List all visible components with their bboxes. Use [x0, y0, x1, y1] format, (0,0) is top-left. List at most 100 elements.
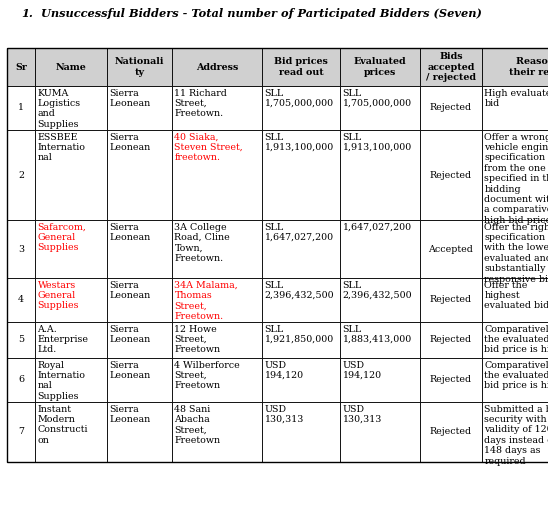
- Text: Sr: Sr: [15, 62, 27, 72]
- Text: Submitted a bid
security with
validity of 120
days instead of
148 days as
requir: Submitted a bid security with validity o…: [484, 405, 548, 466]
- Text: SLL
1,913,100,000: SLL 1,913,100,000: [342, 132, 412, 152]
- Bar: [107, 322, 172, 358]
- Bar: [482, 278, 548, 322]
- Bar: [107, 220, 172, 278]
- Bar: [482, 48, 548, 86]
- Bar: [420, 130, 482, 220]
- Bar: [340, 322, 420, 358]
- Bar: [340, 402, 420, 462]
- Text: Sierra
Leonean: Sierra Leonean: [110, 88, 151, 108]
- Bar: [420, 402, 482, 462]
- Bar: [35, 220, 107, 278]
- Text: Rejected: Rejected: [430, 376, 472, 384]
- Text: SLL
1,705,000,000: SLL 1,705,000,000: [342, 88, 412, 108]
- Text: Rejected: Rejected: [430, 171, 472, 179]
- Text: Offer a wrong
vehicle engine
specification
from the one
specified in the
bidding: Offer a wrong vehicle engine specificati…: [484, 132, 548, 225]
- Text: 48 Sani
Abacha
Street,
Freetown: 48 Sani Abacha Street, Freetown: [174, 405, 221, 445]
- Bar: [420, 358, 482, 402]
- Bar: [340, 220, 420, 278]
- Text: USD
194,120: USD 194,120: [265, 360, 304, 380]
- Text: 6: 6: [18, 376, 24, 384]
- Bar: [35, 278, 107, 322]
- Text: Sierra
Leonean: Sierra Leonean: [110, 360, 151, 380]
- Bar: [107, 358, 172, 402]
- Bar: [262, 130, 340, 220]
- Bar: [482, 402, 548, 462]
- Text: USD
130,313: USD 130,313: [265, 405, 304, 424]
- Bar: [107, 86, 172, 130]
- Text: 2: 2: [18, 171, 24, 179]
- Text: 11 Richard
Street,
Freetown.: 11 Richard Street, Freetown.: [174, 88, 227, 119]
- Bar: [172, 278, 262, 322]
- Bar: [262, 358, 340, 402]
- Text: Address: Address: [196, 62, 238, 72]
- Text: KUMA
Logistics
and
Supplies: KUMA Logistics and Supplies: [37, 88, 81, 129]
- Text: Comparatively,
the evaluated
bid price is high: Comparatively, the evaluated bid price i…: [484, 324, 548, 354]
- Text: Sierra
Leonean: Sierra Leonean: [110, 281, 151, 300]
- Bar: [340, 86, 420, 130]
- Text: SLL
1,913,100,000: SLL 1,913,100,000: [265, 132, 334, 152]
- Bar: [172, 86, 262, 130]
- Text: Unsuccessful Bidders - Total number of Participated Bidders (Seven): Unsuccessful Bidders - Total number of P…: [33, 8, 482, 19]
- Text: High evaluated
bid: High evaluated bid: [484, 88, 548, 108]
- Text: 1: 1: [18, 104, 24, 112]
- Text: 3A College
Road, Cline
Town,
Freetown.: 3A College Road, Cline Town, Freetown.: [174, 222, 230, 263]
- Bar: [420, 48, 482, 86]
- Bar: [35, 48, 107, 86]
- Text: Rejected: Rejected: [430, 428, 472, 436]
- Bar: [262, 322, 340, 358]
- Text: Sierra
Leonean: Sierra Leonean: [110, 405, 151, 424]
- Text: SLL
2,396,432,500: SLL 2,396,432,500: [265, 281, 334, 300]
- Text: SLL
1,883,413,000: SLL 1,883,413,000: [342, 324, 412, 344]
- Bar: [420, 278, 482, 322]
- Text: SLL
1,921,850,000: SLL 1,921,850,000: [265, 324, 334, 344]
- Bar: [7, 402, 35, 462]
- Bar: [172, 358, 262, 402]
- Bar: [420, 322, 482, 358]
- Bar: [107, 130, 172, 220]
- Bar: [35, 322, 107, 358]
- Text: Sierra
Leonean: Sierra Leonean: [110, 324, 151, 344]
- Text: SLL
2,396,432,500: SLL 2,396,432,500: [342, 281, 412, 300]
- Text: Name: Name: [56, 62, 87, 72]
- Text: Nationali
ty: Nationali ty: [115, 57, 164, 77]
- Text: Bid prices
read out: Bid prices read out: [274, 57, 328, 77]
- Bar: [340, 358, 420, 402]
- Bar: [107, 48, 172, 86]
- Text: 3: 3: [18, 244, 24, 253]
- Bar: [420, 220, 482, 278]
- Text: Safarcom,
General
Supplies: Safarcom, General Supplies: [37, 222, 87, 252]
- Bar: [420, 86, 482, 130]
- Bar: [35, 402, 107, 462]
- Bar: [35, 86, 107, 130]
- Text: Accepted: Accepted: [429, 244, 473, 253]
- Text: Instant
Modern
Constructi
on: Instant Modern Constructi on: [37, 405, 88, 445]
- Text: Rejected: Rejected: [430, 104, 472, 112]
- Text: ESSBEE
Internatio
nal: ESSBEE Internatio nal: [37, 132, 85, 162]
- Text: Rejected: Rejected: [430, 295, 472, 305]
- Bar: [482, 322, 548, 358]
- Bar: [7, 322, 35, 358]
- Bar: [7, 220, 35, 278]
- Text: 7: 7: [18, 428, 24, 436]
- Text: Sierra
Leonean: Sierra Leonean: [110, 132, 151, 152]
- Bar: [7, 130, 35, 220]
- Text: SLL
1,705,000,000: SLL 1,705,000,000: [265, 88, 334, 108]
- Bar: [262, 86, 340, 130]
- Text: USD
194,120: USD 194,120: [342, 360, 381, 380]
- Text: Offer the
highest
evaluated bid: Offer the highest evaluated bid: [484, 281, 548, 310]
- Text: 12 Howe
Street,
Freetown: 12 Howe Street, Freetown: [174, 324, 221, 354]
- Text: Comparatively,
the evaluated
bid price is high: Comparatively, the evaluated bid price i…: [484, 360, 548, 390]
- Bar: [340, 48, 420, 86]
- Bar: [107, 278, 172, 322]
- Bar: [172, 322, 262, 358]
- Text: 34A Malama,
Thomas
Street,
Freetown.: 34A Malama, Thomas Street, Freetown.: [174, 281, 238, 321]
- Text: Westars
General
Supplies: Westars General Supplies: [37, 281, 79, 310]
- Text: Offer the right
specification
with the lowest
evaluated and
substantially
respon: Offer the right specification with the l…: [484, 222, 548, 284]
- Bar: [172, 130, 262, 220]
- Text: USD
130,313: USD 130,313: [342, 405, 382, 424]
- Text: Bids
accepted
/ rejected: Bids accepted / rejected: [426, 52, 476, 82]
- Text: SLL
1,647,027,200: SLL 1,647,027,200: [265, 222, 334, 242]
- Text: 4 Wilberforce
Street,
Freetown: 4 Wilberforce Street, Freetown: [174, 360, 240, 390]
- Text: Rejected: Rejected: [430, 336, 472, 344]
